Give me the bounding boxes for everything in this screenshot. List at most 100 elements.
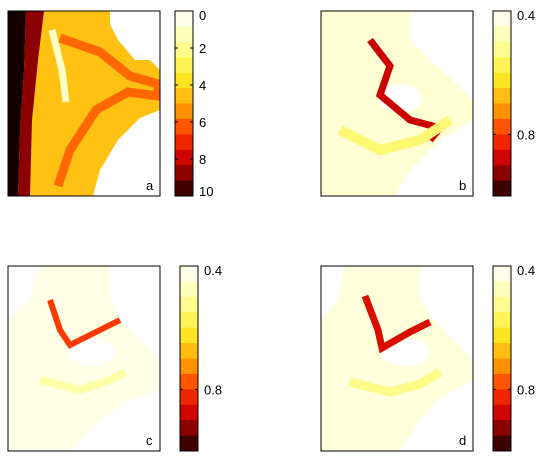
colorbar-tick-label: 0.8: [517, 127, 535, 142]
colorbar-segment: [180, 358, 198, 375]
panel-d-frame: [320, 265, 474, 452]
heatmap-c-core: [68, 338, 116, 366]
colorbar-segment: [175, 149, 193, 166]
heatmap-a-whitespace-lower: [93, 110, 160, 196]
colorbar-tick-label: 0.4: [204, 263, 222, 278]
colorbar-segment: [493, 118, 511, 135]
colorbar-segment: [180, 312, 198, 329]
colorbar-frame: [492, 265, 512, 452]
panel-a-label: a: [146, 178, 154, 193]
colorbar-segment: [180, 281, 198, 298]
colorbar-segment: [180, 343, 198, 359]
colorbar-segment: [493, 149, 511, 166]
colorbar-segment: [493, 296, 511, 313]
heatmap-b-whitespace: [410, 11, 473, 100]
colorbar-segment: [493, 72, 511, 89]
heatmap-a-whitespace: [110, 11, 160, 70]
heatmap-c-whitespace-left: [8, 266, 40, 320]
colorbar-tick-label: 0.4: [517, 8, 535, 23]
colorbar-segment: [493, 103, 511, 120]
colorbar-segment: [493, 435, 511, 452]
heatmap-c: [8, 266, 160, 451]
heatmap-d-whitespace-lower: [400, 380, 473, 451]
colorbar-segment: [175, 26, 193, 43]
colorbar-segment: [175, 57, 193, 74]
heatmap-c-whitespace-lower: [70, 390, 160, 451]
panel-d: d 0.4 0.8: [320, 263, 535, 452]
colorbar-tick-label: 8: [199, 152, 206, 167]
colorbar-c: 0.4 0.8: [179, 263, 222, 452]
heatmap-c-ring: [39, 368, 127, 395]
heatmap-d-whitespace-left: [321, 266, 345, 320]
heatmap-a-left-mid: [18, 11, 44, 196]
panel-c-frame: [7, 265, 161, 452]
colorbar-frame: [179, 265, 199, 452]
colorbar-segment: [175, 88, 193, 104]
heatmap-a-ridge: [53, 33, 160, 188]
colorbar-segment: [493, 404, 511, 421]
colorbar-frame: [174, 10, 194, 197]
colorbar-segment: [175, 134, 193, 151]
heatmap-d-ring: [348, 368, 443, 397]
colorbar-segment: [180, 327, 198, 344]
colorbar-tick-label: 0.4: [517, 263, 535, 278]
colorbar-segment: [180, 296, 198, 313]
colorbar-segment: [493, 88, 511, 104]
colorbar-segment: [180, 389, 198, 406]
panel-b-frame: [320, 10, 474, 197]
heatmap-a-left-edge: [8, 11, 26, 196]
colorbar-b: 0.4 0.8: [492, 8, 535, 197]
colorbar-segment: [493, 11, 511, 27]
panel-a-frame: [7, 10, 161, 197]
colorbar-segment: [180, 373, 198, 390]
colorbar-segment: [180, 404, 198, 421]
heatmap-d-whitespace: [420, 266, 473, 360]
heatmap-b-whitespace-lower: [395, 120, 473, 196]
colorbar-segment: [493, 165, 511, 182]
heatmap-a: [8, 11, 160, 196]
colorbar-segment: [493, 26, 511, 43]
colorbar-segment: [175, 118, 193, 135]
colorbar-frame: [492, 10, 512, 197]
colorbar-tick-label: 0: [199, 8, 206, 23]
colorbar-tick-label: 6: [199, 115, 206, 130]
colorbar-segment: [175, 72, 193, 89]
colorbar-segment: [493, 327, 511, 344]
heatmap-c-whitespace: [110, 266, 160, 360]
colorbar-segment: [493, 358, 511, 375]
colorbar-segment: [493, 420, 511, 437]
colorbar-tick-label: 0.8: [204, 382, 222, 397]
colorbar-segment: [180, 420, 198, 437]
colorbar-segment: [493, 312, 511, 329]
colorbar-segment: [493, 281, 511, 298]
colorbar-segment: [175, 41, 193, 58]
colorbar-segment: [175, 180, 193, 197]
panel-c-label: c: [146, 433, 153, 448]
panel-b-label: b: [459, 178, 466, 193]
heatmap-b-ring: [337, 115, 453, 156]
colorbar-tick-label: 0.8: [517, 382, 535, 397]
colorbar-tick-label: 2: [199, 41, 206, 56]
colorbar-segment: [493, 266, 511, 282]
heatmap-b: [321, 11, 473, 196]
colorbar-segment: [493, 41, 511, 58]
colorbar-segment: [175, 165, 193, 182]
colorbar-segment: [180, 266, 198, 282]
panel-a: a 0 2 4 6 8 10: [7, 8, 213, 199]
colorbar-segment: [493, 373, 511, 390]
panel-d-label: d: [459, 433, 466, 448]
colorbar-tick-label: 4: [199, 78, 206, 93]
panel-c: c 0.4 0.8: [7, 263, 222, 452]
heatmap-c-ridge: [47, 299, 122, 349]
heatmap-a-pale-streak: [48, 29, 70, 103]
colorbar-segment: [180, 435, 198, 452]
colorbar-segment: [175, 11, 193, 27]
colorbar-tick-label: 10: [199, 184, 213, 199]
colorbar-d: 0.4 0.8: [492, 263, 535, 452]
colorbar-segment: [493, 180, 511, 197]
panel-b: b 0.4 0.8: [320, 8, 535, 197]
colorbar-segment: [493, 389, 511, 406]
colorbar-segment: [493, 57, 511, 74]
colorbar-segment: [493, 343, 511, 359]
